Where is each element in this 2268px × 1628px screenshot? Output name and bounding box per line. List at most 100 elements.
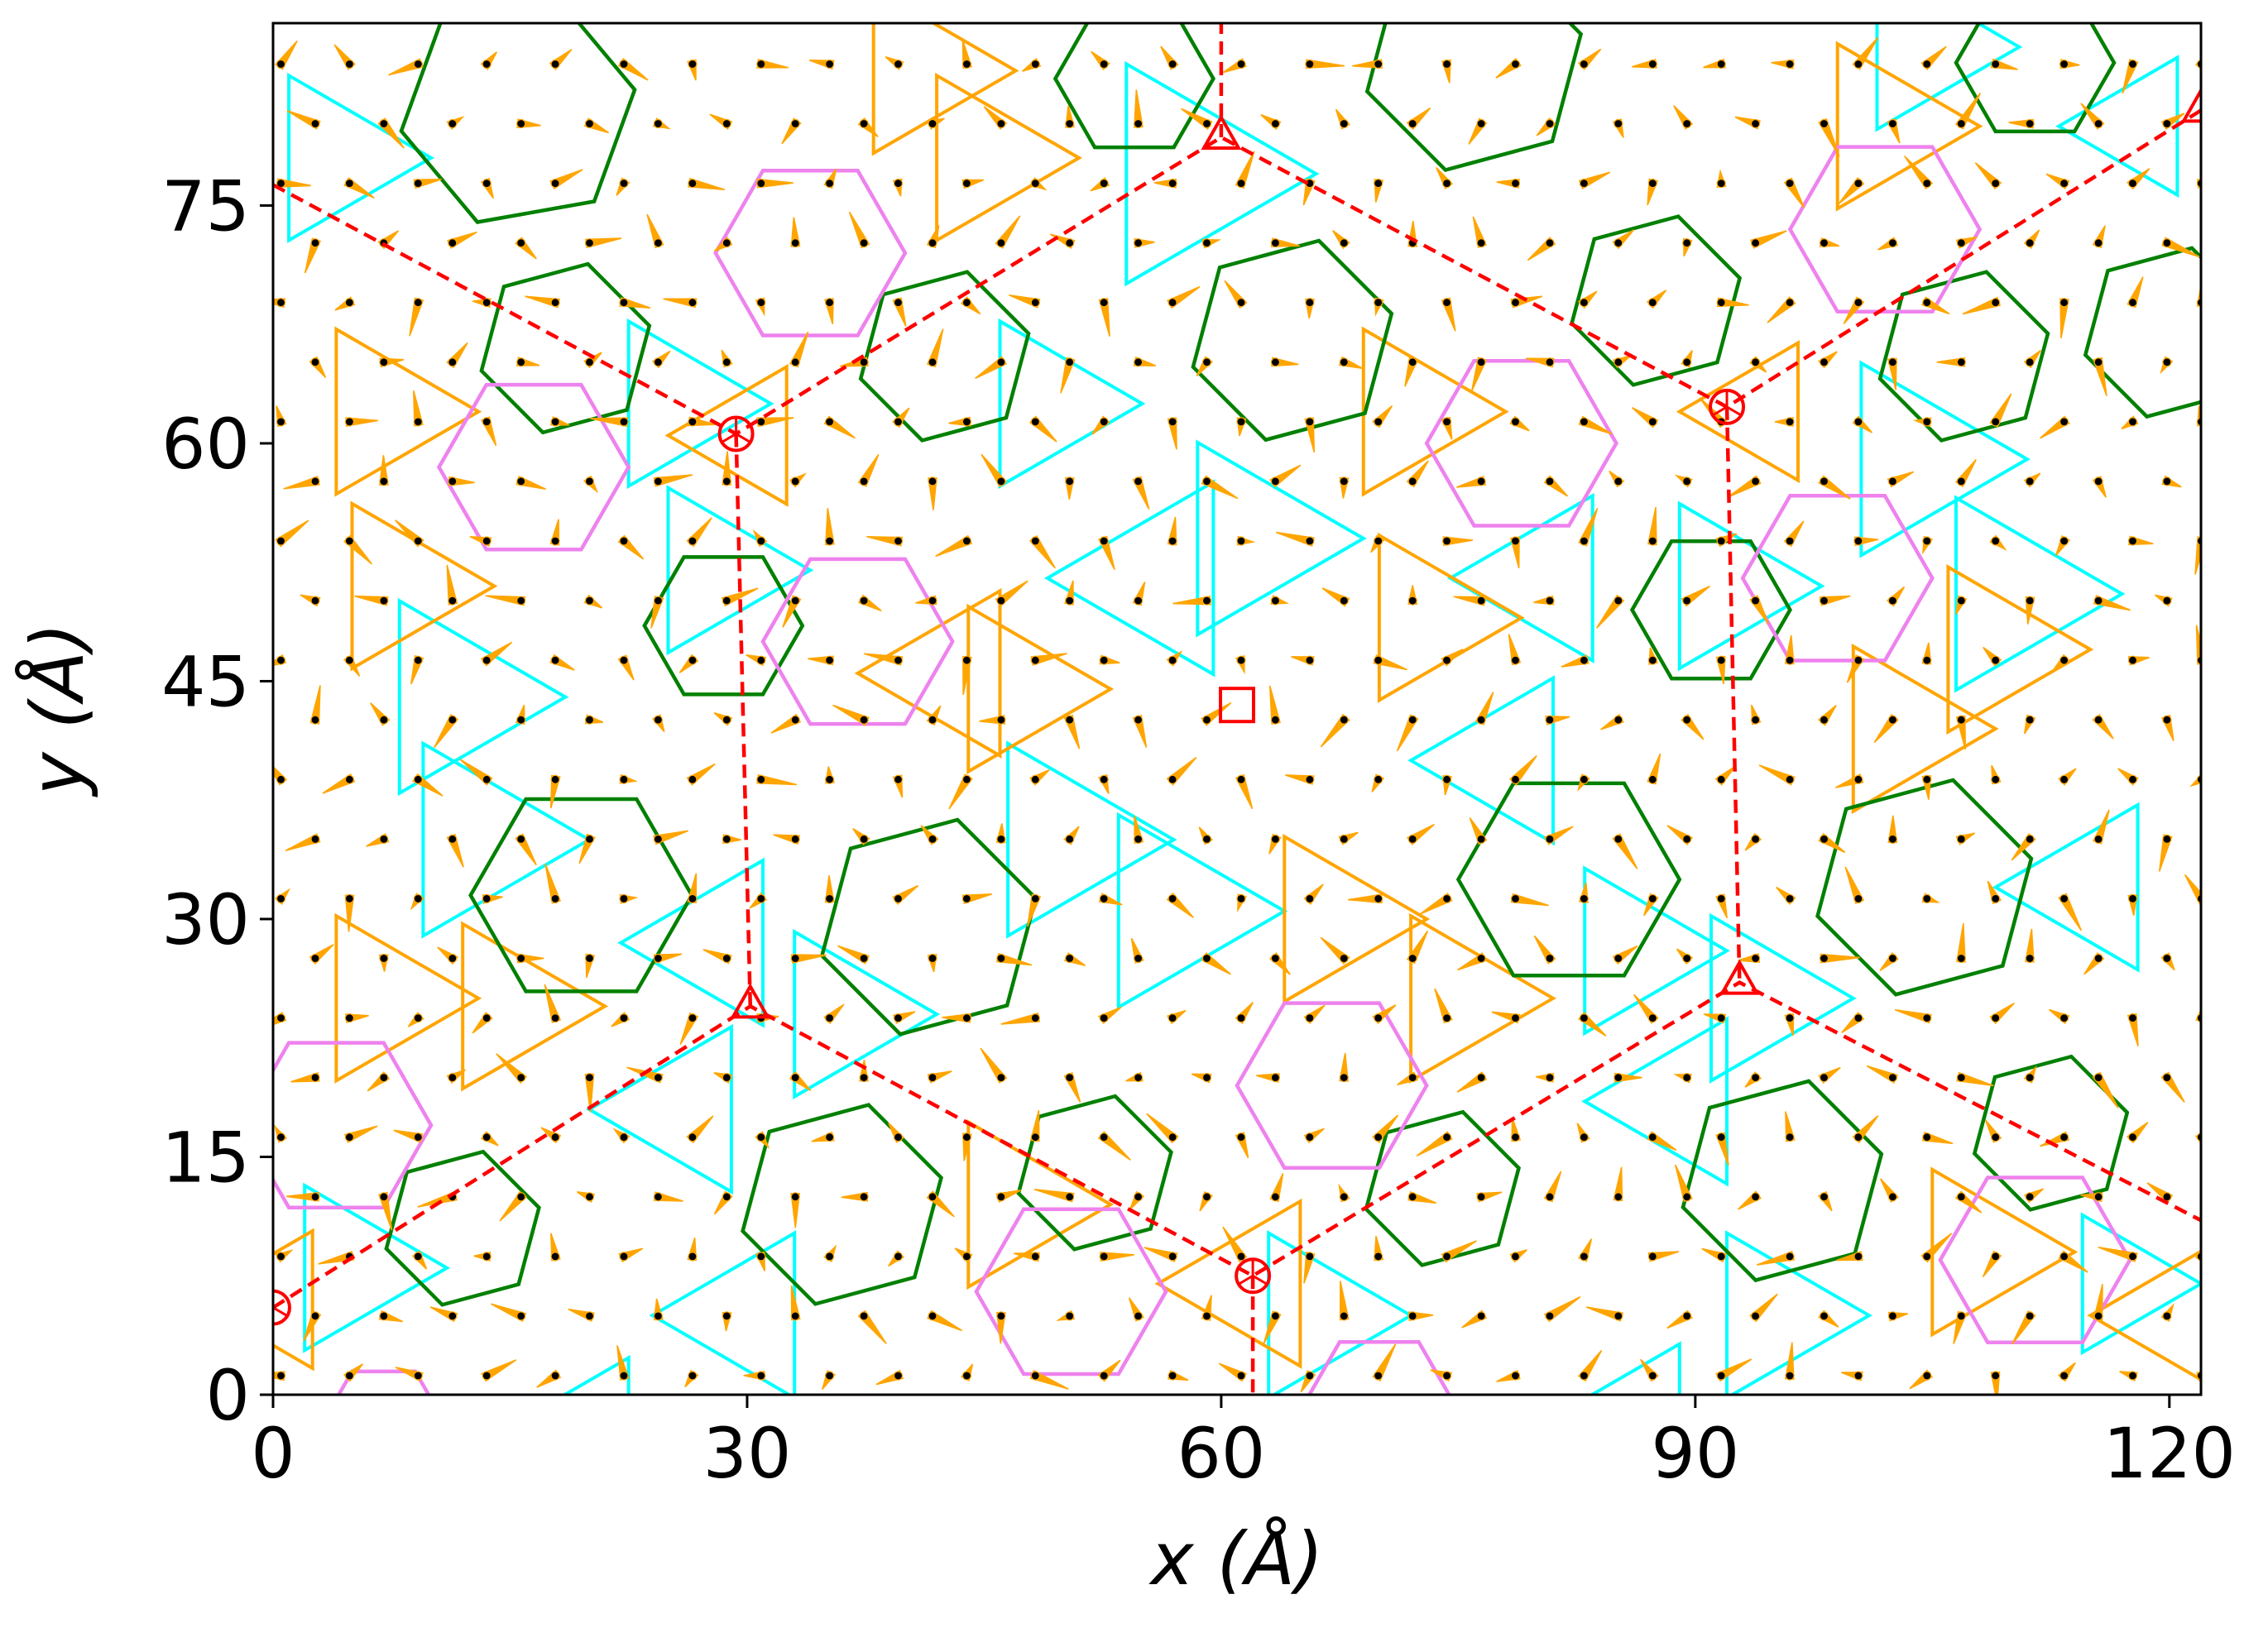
atom-point bbox=[1168, 1132, 1177, 1142]
atom-point bbox=[1545, 357, 1555, 367]
atom-point bbox=[893, 59, 904, 69]
atom-point bbox=[516, 118, 526, 129]
triangle-cyan bbox=[1583, 865, 1730, 1037]
atom-point bbox=[310, 357, 320, 367]
atom-point bbox=[1956, 1192, 1966, 1202]
atom-point bbox=[824, 655, 835, 665]
atom-point bbox=[1647, 536, 1657, 546]
atom-point bbox=[2025, 715, 2035, 725]
atom-point bbox=[413, 774, 423, 784]
atom-point bbox=[996, 596, 1006, 606]
atom-point bbox=[1887, 118, 1897, 129]
atom-point bbox=[859, 118, 869, 129]
atom-point bbox=[1476, 715, 1486, 725]
atom-point bbox=[2059, 59, 2069, 69]
atom-point bbox=[2127, 655, 2138, 665]
stacking-triangle-marker bbox=[2180, 87, 2201, 123]
atom-point bbox=[2093, 1192, 2103, 1202]
atom-point bbox=[1716, 1252, 1726, 1262]
atom-point bbox=[482, 536, 491, 546]
atom-point bbox=[1441, 1371, 1452, 1381]
atom-point bbox=[1374, 59, 1383, 69]
triangle-cyan bbox=[793, 928, 941, 1100]
atom-point bbox=[413, 1371, 423, 1381]
atom-point bbox=[1030, 179, 1040, 189]
atom-point bbox=[1133, 596, 1144, 606]
atom-point bbox=[1201, 1192, 1212, 1202]
atom-point bbox=[996, 1192, 1006, 1202]
atom-point bbox=[1716, 298, 1726, 308]
hexagon-violet bbox=[1307, 1339, 1451, 1395]
atom-point bbox=[1407, 715, 1417, 725]
atom-point bbox=[276, 417, 286, 427]
atom-point bbox=[1305, 536, 1315, 546]
atom-point bbox=[2162, 834, 2172, 845]
atom-point bbox=[1441, 893, 1452, 904]
atom-point bbox=[482, 1371, 491, 1381]
atom-point bbox=[2162, 476, 2172, 486]
atom-point bbox=[961, 536, 972, 546]
atom-point bbox=[1236, 417, 1246, 427]
atom-point bbox=[619, 59, 629, 69]
atom-point bbox=[1682, 1311, 1692, 1321]
atom-point bbox=[1168, 179, 1177, 189]
atom-point bbox=[1785, 1013, 1795, 1023]
atom-point bbox=[1510, 774, 1521, 784]
atom-point bbox=[1339, 476, 1349, 486]
atom-point bbox=[1510, 1132, 1521, 1142]
atom-point bbox=[1099, 298, 1109, 308]
y-tick-label: 15 bbox=[161, 1117, 250, 1198]
stacking-circle-marker bbox=[273, 1289, 291, 1326]
atom-point bbox=[1441, 1132, 1452, 1142]
atom-point bbox=[310, 834, 320, 845]
atom-point bbox=[1065, 596, 1075, 606]
atom-point bbox=[413, 417, 423, 427]
atom-point bbox=[1133, 953, 1144, 964]
atom-point bbox=[550, 1132, 560, 1142]
atom-point bbox=[1339, 118, 1349, 129]
atom-point bbox=[2059, 1252, 2069, 1262]
triangle-cyan bbox=[1043, 479, 1216, 678]
atom-point bbox=[824, 1252, 835, 1262]
atom-point bbox=[722, 953, 731, 964]
atom-point bbox=[1887, 953, 1897, 964]
atom-point bbox=[1579, 893, 1590, 904]
triangle-cyan bbox=[1992, 802, 2140, 973]
atom-point bbox=[893, 298, 904, 308]
hexagon-violet bbox=[1938, 1176, 2132, 1344]
atom-point bbox=[1682, 118, 1692, 129]
atom-point bbox=[824, 893, 835, 904]
atom-point bbox=[1099, 893, 1109, 904]
atom-point bbox=[1853, 1013, 1863, 1023]
hexagon-violet bbox=[974, 1207, 1168, 1377]
atom-point bbox=[1339, 596, 1349, 606]
atom-point bbox=[1065, 1072, 1075, 1083]
atom-point bbox=[1991, 59, 2001, 69]
atom-point bbox=[1374, 893, 1383, 904]
atom-point bbox=[722, 1192, 731, 1202]
atom-point bbox=[1922, 774, 1932, 784]
atom-point bbox=[2093, 118, 2103, 129]
atom-point bbox=[2162, 953, 2172, 964]
atom-point bbox=[550, 298, 560, 308]
atom-point bbox=[1613, 357, 1623, 367]
atom-point bbox=[1682, 476, 1692, 486]
x-axis-ticks: 0 30 60 90 120 bbox=[251, 1395, 2236, 1494]
atom-point bbox=[1476, 1311, 1486, 1321]
atom-point bbox=[961, 1371, 972, 1381]
atom-point bbox=[1956, 1311, 1966, 1321]
atom-point bbox=[276, 1132, 286, 1142]
atom-point bbox=[1922, 298, 1932, 308]
atom-point bbox=[1168, 1013, 1177, 1023]
atom-point bbox=[1647, 774, 1657, 784]
hexagon-green bbox=[1815, 778, 2034, 997]
atom-point bbox=[344, 774, 354, 784]
atom-point bbox=[2059, 417, 2069, 427]
atom-point bbox=[1545, 834, 1555, 845]
triangle-cyan bbox=[303, 1182, 451, 1353]
atom-point bbox=[379, 834, 389, 845]
atom-point bbox=[1374, 179, 1383, 189]
atom-point bbox=[824, 1371, 835, 1381]
atom-point bbox=[1819, 1072, 1829, 1083]
